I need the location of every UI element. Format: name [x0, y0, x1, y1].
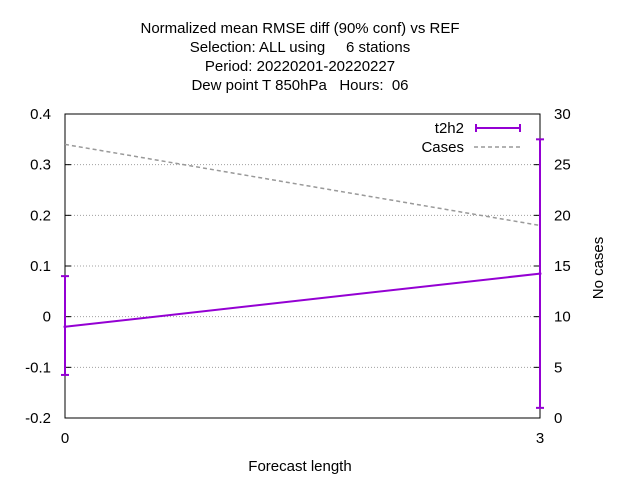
- y-tick-label: 0.4: [30, 106, 51, 123]
- y-tick-label: 0.2: [30, 207, 51, 224]
- y2-tick-label: 0: [554, 410, 562, 427]
- data-point: [63, 325, 67, 329]
- x-tick-label: 3: [536, 430, 544, 447]
- x-axis-label: Forecast length: [248, 458, 351, 475]
- legend-label: Cases: [421, 139, 464, 156]
- y-tick-label: 0.3: [30, 157, 51, 174]
- y2-tick-label: 25: [554, 157, 571, 174]
- y2-tick-label: 10: [554, 309, 571, 326]
- y-tick-label: -0.1: [25, 359, 51, 376]
- chart-title: Normalized mean RMSE diff (90% conf) vs …: [141, 20, 460, 94]
- series-line-cases: [64, 143, 541, 227]
- y2-tick-label: 20: [554, 207, 571, 224]
- legend-label: t2h2: [435, 120, 464, 137]
- y2-tick-label: 5: [554, 359, 562, 376]
- y2-tick-label: 30: [554, 106, 571, 123]
- title-line-3: Period: 20220201-20220227: [205, 58, 395, 75]
- y-tick-label: 0: [43, 309, 51, 326]
- legend: t2h2 Cases: [421, 120, 521, 156]
- y2-axis-label: No cases: [590, 237, 607, 300]
- grid: [65, 164, 540, 368]
- title-line-2: Selection: ALL using 6 stations: [190, 39, 410, 56]
- x-tick-label: 0: [61, 430, 69, 447]
- y-tick-label: -0.2: [25, 410, 51, 427]
- title-line-4: Dew point T 850hPa Hours: 06: [191, 77, 408, 94]
- series-line-t2h2: [64, 272, 541, 328]
- title-line-1: Normalized mean RMSE diff (90% conf) vs …: [141, 20, 460, 37]
- data-point: [538, 272, 542, 276]
- y2-tick-label: 15: [554, 258, 571, 275]
- y-tick-label: 0.1: [30, 258, 51, 275]
- series: [61, 138, 544, 409]
